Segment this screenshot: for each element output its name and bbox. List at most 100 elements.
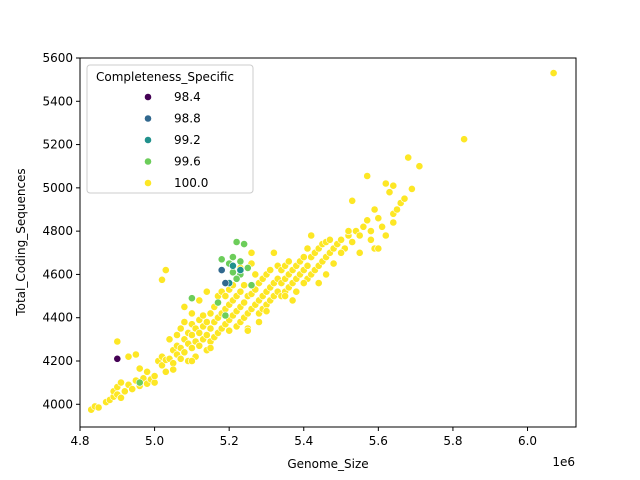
y-tick-label: 4000	[42, 397, 73, 411]
y-tick-label: 5000	[42, 181, 73, 195]
points-layer	[87, 69, 558, 414]
data-point	[217, 266, 226, 274]
data-point	[143, 367, 151, 376]
data-point	[202, 287, 211, 296]
data-point	[180, 348, 189, 357]
x-axis: 4.8 5.0 5.2 5.4 5.6 5.8 6.0	[70, 427, 537, 448]
data-point	[135, 378, 144, 387]
data-point	[187, 357, 196, 365]
data-point	[180, 318, 189, 326]
data-point	[322, 270, 330, 279]
data-point	[232, 274, 241, 283]
data-point	[389, 181, 398, 190]
data-point	[363, 172, 372, 180]
legend: Completeness_Specific 98.4 98.8 99.2 99.6 10…	[86, 64, 254, 194]
data-point	[415, 162, 424, 171]
data-point	[94, 403, 103, 412]
data-point	[187, 294, 196, 303]
x-axis-offset-label: 1e6	[552, 455, 575, 469]
data-point	[393, 205, 401, 214]
legend-label: 100.0	[174, 176, 208, 190]
data-point	[225, 326, 234, 335]
data-point	[378, 222, 386, 231]
data-point	[187, 344, 196, 352]
x-tick-label: 6.0	[518, 434, 537, 448]
data-point	[247, 281, 256, 290]
y-tick-label: 5600	[42, 51, 73, 65]
legend-label: 98.8	[174, 112, 201, 126]
data-point	[240, 240, 248, 248]
data-point	[124, 352, 133, 361]
data-point	[243, 263, 252, 272]
data-point	[381, 179, 390, 188]
x-tick-label: 5.6	[369, 434, 388, 448]
data-point	[325, 235, 334, 244]
y-axis: 4000 4200 4400 4600 4800 5000 5200 5400 5600	[42, 51, 80, 411]
data-point	[299, 253, 308, 261]
data-point	[150, 378, 159, 387]
data-point	[214, 298, 222, 307]
data-point	[337, 235, 345, 244]
data-point	[180, 302, 189, 311]
legend-title: Completeness_Specific	[96, 70, 234, 84]
data-point	[232, 238, 241, 246]
data-point	[199, 311, 207, 320]
data-point	[359, 222, 368, 231]
data-point	[228, 268, 237, 277]
x-tick-label: 5.8	[443, 434, 462, 448]
y-tick-label: 4600	[42, 267, 73, 281]
data-point	[355, 248, 364, 257]
data-point	[303, 244, 312, 253]
legend-entries: 98.4 98.8 99.2 99.6 100.0	[144, 90, 208, 190]
data-point	[195, 341, 204, 350]
y-axis-label: Total_Coding_Sequences	[14, 168, 28, 316]
data-point	[202, 318, 211, 326]
data-point	[281, 292, 289, 300]
y-tick-label: 4400	[42, 311, 73, 325]
data-point	[236, 287, 245, 296]
data-point	[169, 365, 178, 374]
data-point	[221, 279, 230, 287]
data-point	[374, 244, 383, 253]
data-point	[187, 331, 196, 339]
data-point	[217, 255, 226, 264]
data-point	[269, 248, 278, 257]
legend-box	[86, 64, 254, 194]
data-point	[247, 248, 256, 257]
data-point	[187, 309, 196, 318]
data-point	[348, 196, 357, 205]
data-point	[284, 257, 293, 266]
data-point	[228, 253, 237, 261]
data-point	[206, 309, 215, 318]
data-point	[113, 354, 122, 363]
y-tick-label: 4200	[42, 354, 73, 368]
y-tick-label: 5200	[42, 138, 73, 152]
data-point	[150, 372, 159, 380]
data-point	[299, 279, 308, 287]
data-point	[176, 324, 185, 333]
data-point	[113, 337, 122, 346]
y-tick-label: 5400	[42, 94, 73, 108]
data-point	[400, 194, 409, 203]
data-point	[381, 231, 390, 240]
data-point	[288, 296, 297, 305]
y-tick-label: 4800	[42, 224, 73, 238]
data-point	[240, 298, 248, 307]
data-point	[161, 266, 170, 274]
data-point	[236, 257, 245, 266]
data-point	[374, 214, 383, 223]
data-point	[240, 281, 248, 290]
data-point	[131, 350, 140, 359]
data-point	[128, 385, 137, 393]
data-point	[117, 393, 125, 402]
data-point	[366, 227, 375, 235]
legend-marker	[144, 114, 152, 123]
data-point	[292, 287, 301, 296]
data-point	[228, 261, 237, 270]
data-point	[460, 135, 468, 144]
data-point	[389, 218, 398, 227]
legend-label: 99.2	[174, 133, 201, 147]
x-tick-label: 4.8	[70, 434, 89, 448]
